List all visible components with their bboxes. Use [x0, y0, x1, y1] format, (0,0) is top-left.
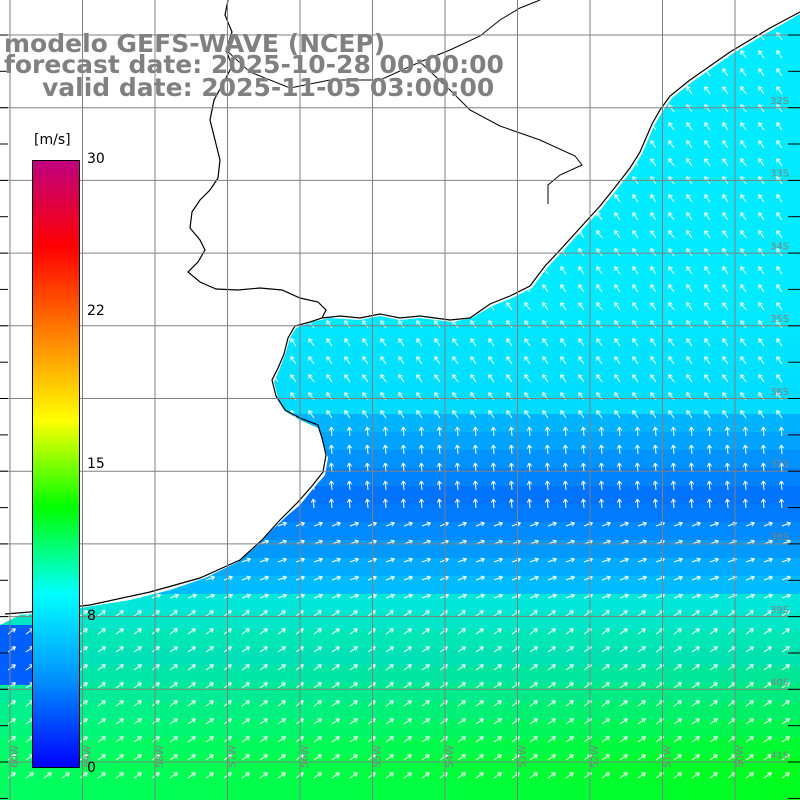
latitude-label: 39S — [770, 605, 789, 616]
latitude-label: 37S — [770, 460, 789, 471]
colorbar-tick-30: 30 — [87, 151, 105, 167]
longitude-label: 57W — [228, 745, 239, 768]
latitude-label: 36S — [770, 387, 789, 398]
longitude-labels: 60W 59W 58W 57W 56W 55W 54W 53W 52W 51W 50W — [10, 745, 746, 768]
colorbar-tick-8: 8 — [87, 608, 96, 624]
latitude-labels: 32S 33S 34S 35S 36S 37S 38S 39S 40S 41S — [770, 96, 789, 761]
colorbar-tick-15: 15 — [87, 456, 105, 472]
latitude-label: 38S — [770, 532, 789, 543]
latitude-label: 41S — [770, 750, 789, 761]
latitude-label: 40S — [770, 678, 789, 689]
latitude-label: 34S — [770, 241, 789, 252]
colorbar — [32, 160, 80, 768]
latitude-label: 35S — [770, 314, 789, 325]
longitude-label: 59W — [83, 745, 94, 768]
colorbar-unit: [m/s] — [34, 132, 71, 148]
latitude-label: 32S — [770, 96, 789, 107]
colorbar-gradient — [33, 161, 79, 767]
title-model: modelo GEFS-WAVE (NCEP) — [4, 29, 386, 58]
longitude-label: 56W — [300, 745, 311, 768]
longitude-label: 54W — [445, 745, 456, 768]
colorbar-tick-22: 22 — [87, 303, 105, 319]
longitude-label: 52W — [590, 745, 601, 768]
latitude-label: 33S — [770, 169, 789, 180]
longitude-label: 55W — [373, 745, 384, 768]
longitude-label: 58W — [155, 745, 166, 768]
longitude-label: 51W — [663, 745, 674, 768]
longitude-label: 60W — [10, 745, 21, 768]
longitude-label: 50W — [735, 745, 746, 768]
colorbar-tick-0: 0 — [87, 760, 96, 776]
longitude-label: 53W — [518, 745, 529, 768]
title-valid-date: valid date: 2025-11-05 03:00:00 — [42, 73, 495, 102]
coastline — [4, 0, 327, 615]
title-forecast-date: forecast date: 2025-10-28 00:00:00 — [4, 50, 504, 79]
